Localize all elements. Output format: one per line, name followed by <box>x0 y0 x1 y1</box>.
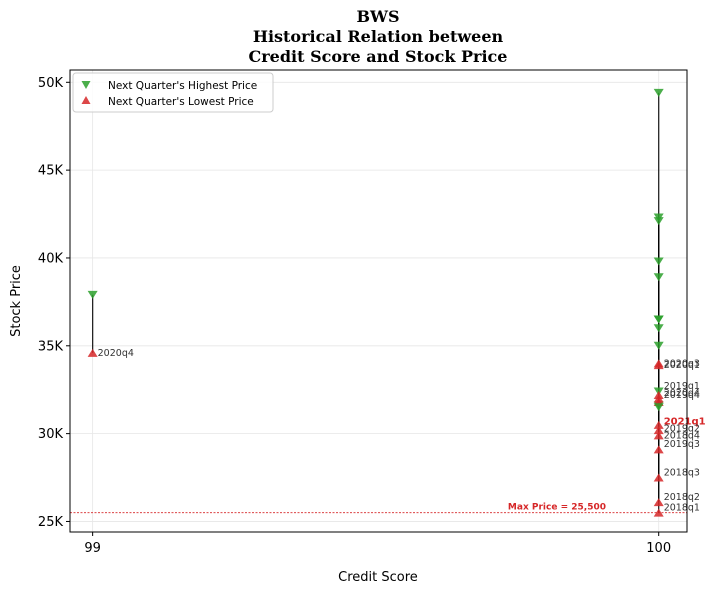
plot-frame <box>69 69 688 533</box>
y-tick-label: 50K <box>38 76 64 91</box>
legend-high-marker <box>81 81 91 89</box>
low-price-marker <box>653 445 664 454</box>
high-price-marker <box>653 88 664 97</box>
legend-box <box>72 72 274 113</box>
high-price-marker <box>653 213 664 222</box>
chart-title-line-1: BWS <box>356 7 399 26</box>
y-axis-label: Stock Price <box>9 265 24 337</box>
low-price-marker <box>653 498 664 507</box>
y-tick-label: 30K <box>38 427 64 442</box>
point-label: 2018q3 <box>664 467 700 478</box>
chart-title-line-3: Credit Score and Stock Price <box>249 47 508 66</box>
high-price-marker <box>653 324 664 333</box>
low-price-marker <box>653 359 664 368</box>
max-price-label: Max Price = 25,500 <box>508 503 606 513</box>
legend: Next Quarter's Highest Price Next Quarte… <box>72 72 274 113</box>
legend-low-marker <box>81 96 91 104</box>
point-label: 2019q2 <box>664 423 700 434</box>
y-tick-label: 35K <box>38 339 64 354</box>
point-label: 2018q1 <box>664 502 700 513</box>
high-price-marker <box>653 403 664 412</box>
point-label: 2019q4 <box>664 390 700 401</box>
high-price-marker <box>653 341 664 350</box>
low-price-marker <box>653 394 664 403</box>
point-label: 2018q2 <box>664 492 700 503</box>
high-price-marker <box>653 257 664 266</box>
point-label: 2019q3 <box>664 439 700 450</box>
point-label: 2020q4 <box>98 348 134 359</box>
low-price-marker <box>653 420 664 429</box>
high-price-marker <box>653 273 664 282</box>
point-label: 2020q3 <box>664 358 700 369</box>
axes: 25K 30K 35K 40K 45K 50K 99 100 <box>38 76 671 556</box>
low-price-marker <box>653 426 664 435</box>
point-label: 2020q1 <box>664 360 700 371</box>
point-label: 2018q4 <box>664 430 700 441</box>
low-price-marker <box>87 348 98 357</box>
chart-title-line-2: Historical Relation between <box>253 27 504 46</box>
x-axis-label: Credit Score <box>338 570 418 585</box>
legend-low-label: Next Quarter's Lowest Price <box>108 96 254 108</box>
point-label: 2019q1 <box>664 381 700 392</box>
y-tick-label: 45K <box>38 164 64 179</box>
x-tick-label: 100 <box>646 541 671 556</box>
low-price-marker <box>653 431 664 440</box>
y-tick-label: 40K <box>38 251 64 266</box>
point-label: 2021q1 <box>664 416 706 427</box>
grid <box>70 70 687 532</box>
low-price-marker <box>653 473 664 482</box>
legend-high-label: Next Quarter's Highest Price <box>108 80 257 92</box>
high-price-marker <box>87 290 98 299</box>
high-price-marker <box>653 315 664 324</box>
point-label: 2020q4 <box>664 388 700 399</box>
y-tick-label: 25K <box>38 515 64 530</box>
low-price-marker <box>653 508 664 517</box>
x-tick-label: 99 <box>84 541 101 556</box>
